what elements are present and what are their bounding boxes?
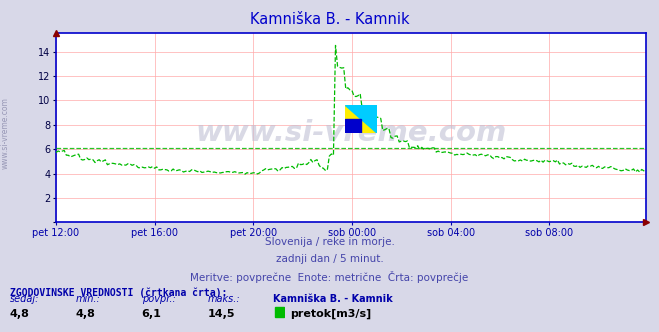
- Text: 4,8: 4,8: [76, 309, 96, 319]
- Polygon shape: [345, 105, 378, 133]
- Text: ZGODOVINSKE VREDNOSTI (črtkana črta):: ZGODOVINSKE VREDNOSTI (črtkana črta):: [10, 287, 227, 298]
- Polygon shape: [345, 105, 378, 133]
- Text: www.si-vreme.com: www.si-vreme.com: [195, 120, 507, 147]
- Text: Slovenija / reke in morje.: Slovenija / reke in morje.: [264, 237, 395, 247]
- Text: Kamniška B. - Kamnik: Kamniška B. - Kamnik: [273, 294, 393, 304]
- Text: Meritve: povprečne  Enote: metrične  Črta: povprečje: Meritve: povprečne Enote: metrične Črta:…: [190, 271, 469, 283]
- Text: povpr.:: povpr.:: [142, 294, 175, 304]
- Bar: [345, 119, 361, 133]
- Text: sedaj:: sedaj:: [10, 294, 40, 304]
- Text: 6,1: 6,1: [142, 309, 161, 319]
- Text: zadnji dan / 5 minut.: zadnji dan / 5 minut.: [275, 254, 384, 264]
- Text: maks.:: maks.:: [208, 294, 241, 304]
- Text: min.:: min.:: [76, 294, 101, 304]
- Text: 14,5: 14,5: [208, 309, 235, 319]
- Bar: [275, 307, 284, 317]
- Text: 4,8: 4,8: [10, 309, 30, 319]
- Text: pretok[m3/s]: pretok[m3/s]: [290, 309, 371, 319]
- Text: www.si-vreme.com: www.si-vreme.com: [1, 97, 10, 169]
- Text: Kamniška B. - Kamnik: Kamniška B. - Kamnik: [250, 12, 409, 27]
